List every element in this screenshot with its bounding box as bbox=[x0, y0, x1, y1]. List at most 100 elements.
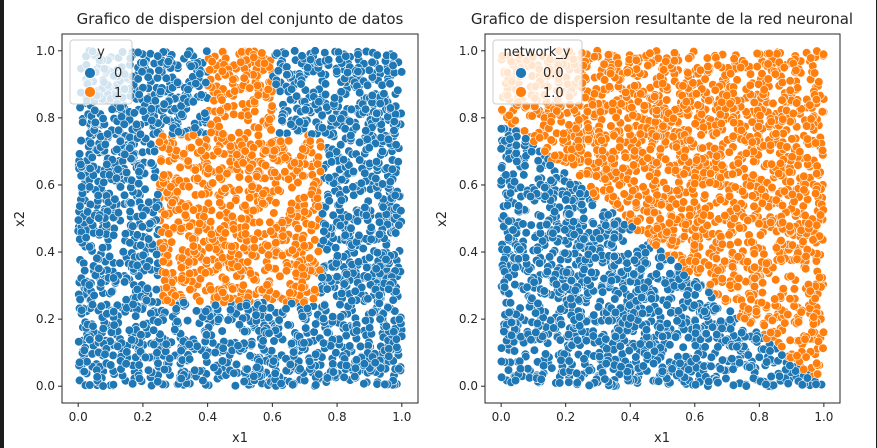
scatter-point bbox=[706, 352, 717, 362]
scatter-point bbox=[372, 108, 382, 118]
scatter-point bbox=[381, 254, 391, 264]
scatter-point bbox=[300, 207, 310, 217]
scatter-point bbox=[290, 46, 300, 56]
scatter-point bbox=[188, 97, 198, 107]
scatter-point bbox=[113, 125, 124, 135]
scatter-point bbox=[138, 83, 148, 93]
scatter-point bbox=[340, 230, 350, 240]
scatter-point bbox=[234, 320, 244, 330]
scatter-point bbox=[76, 159, 86, 169]
scatter-point bbox=[381, 321, 391, 331]
scatter-point bbox=[385, 103, 396, 113]
scatter-point bbox=[118, 247, 128, 257]
scatter-point bbox=[262, 280, 272, 290]
scatter-point bbox=[324, 55, 334, 65]
scatter-point bbox=[367, 90, 377, 101]
scatter-point bbox=[138, 106, 148, 116]
scatter-point bbox=[509, 177, 520, 187]
legend-marker-0 bbox=[84, 67, 96, 79]
scatter-point bbox=[120, 149, 130, 159]
scatter-panel-dataset: Grafico de dispersion del conjunto de da… bbox=[13, 10, 419, 446]
scatter-point bbox=[195, 218, 205, 229]
scatter-point bbox=[253, 130, 263, 140]
scatter-point bbox=[271, 198, 281, 208]
scatter-point bbox=[318, 236, 329, 246]
scatter-point bbox=[282, 62, 292, 72]
scatter-point bbox=[348, 182, 358, 192]
scatter-point bbox=[277, 217, 287, 228]
scatter-point bbox=[363, 294, 373, 304]
scatter-point bbox=[113, 341, 123, 352]
scatter-point bbox=[341, 51, 351, 61]
scatter-point bbox=[287, 245, 298, 255]
scatter-point bbox=[205, 65, 215, 75]
scatter-point bbox=[93, 190, 103, 200]
scatter-point bbox=[134, 360, 144, 370]
scatter-point bbox=[312, 193, 323, 203]
scatter-point bbox=[191, 78, 201, 89]
scatter-point bbox=[209, 362, 219, 373]
y-tick-label: 0.4 bbox=[36, 245, 55, 259]
scatter-point bbox=[702, 53, 713, 63]
scatter-point bbox=[330, 93, 340, 103]
scatter-point bbox=[277, 115, 287, 126]
scatter-point bbox=[165, 354, 175, 364]
scatter-point bbox=[375, 98, 385, 109]
scatter-point bbox=[220, 184, 230, 194]
scatter-point bbox=[337, 175, 347, 185]
scatter-point bbox=[303, 63, 313, 73]
scatter-point bbox=[81, 233, 91, 243]
scatter-point bbox=[267, 346, 277, 356]
scatter-point bbox=[215, 210, 225, 220]
scatter-point bbox=[378, 202, 388, 212]
scatter-point bbox=[258, 303, 268, 314]
scatter-point bbox=[152, 73, 163, 83]
scatter-point bbox=[111, 173, 122, 183]
scatter-point bbox=[85, 164, 95, 174]
scatter-point bbox=[332, 272, 342, 282]
scatter-point bbox=[138, 320, 148, 330]
scatter-point bbox=[346, 104, 357, 114]
scatter-point bbox=[358, 243, 368, 254]
scatter-point bbox=[242, 364, 252, 374]
scatter-point bbox=[336, 312, 346, 322]
scatter-point bbox=[240, 146, 250, 156]
scatter-point bbox=[142, 295, 152, 306]
scatter-point bbox=[90, 117, 100, 128]
scatter-point bbox=[548, 323, 559, 333]
scatter-point bbox=[389, 51, 399, 61]
scatter-point bbox=[153, 358, 163, 368]
scatter-point bbox=[249, 371, 259, 382]
scatter-point bbox=[814, 77, 824, 87]
scatter-point bbox=[293, 177, 303, 188]
scatter-point bbox=[772, 49, 782, 59]
scatter-point bbox=[260, 173, 270, 183]
scatter-point bbox=[263, 84, 273, 95]
scatter-point bbox=[264, 250, 274, 260]
scatter-point bbox=[194, 137, 204, 147]
scatter-point bbox=[230, 86, 240, 96]
scatter-point bbox=[140, 184, 150, 194]
scatter-point bbox=[183, 156, 193, 166]
scatter-point bbox=[125, 207, 135, 217]
scatter-point bbox=[236, 57, 246, 67]
scatter-point bbox=[274, 315, 284, 325]
scatter-point bbox=[96, 278, 106, 288]
scatter-point bbox=[215, 198, 225, 208]
scatter-point bbox=[374, 217, 385, 227]
y-tick-label: 0.2 bbox=[36, 312, 55, 326]
scatter-point bbox=[247, 339, 257, 350]
scatter-point bbox=[245, 268, 256, 278]
scatter-point bbox=[134, 179, 144, 189]
scatter-point bbox=[103, 129, 113, 139]
scatter-point bbox=[727, 262, 738, 272]
scatter-point bbox=[269, 336, 279, 346]
x-tick-label: 0.0 bbox=[69, 410, 88, 424]
scatter-point bbox=[251, 310, 261, 320]
scatter-point bbox=[361, 126, 371, 136]
y-tick-label: 0.8 bbox=[36, 111, 55, 125]
scatter-point bbox=[316, 142, 326, 152]
scatter-point bbox=[98, 381, 108, 391]
scatter-point bbox=[201, 77, 211, 88]
scatter-point bbox=[620, 152, 630, 162]
